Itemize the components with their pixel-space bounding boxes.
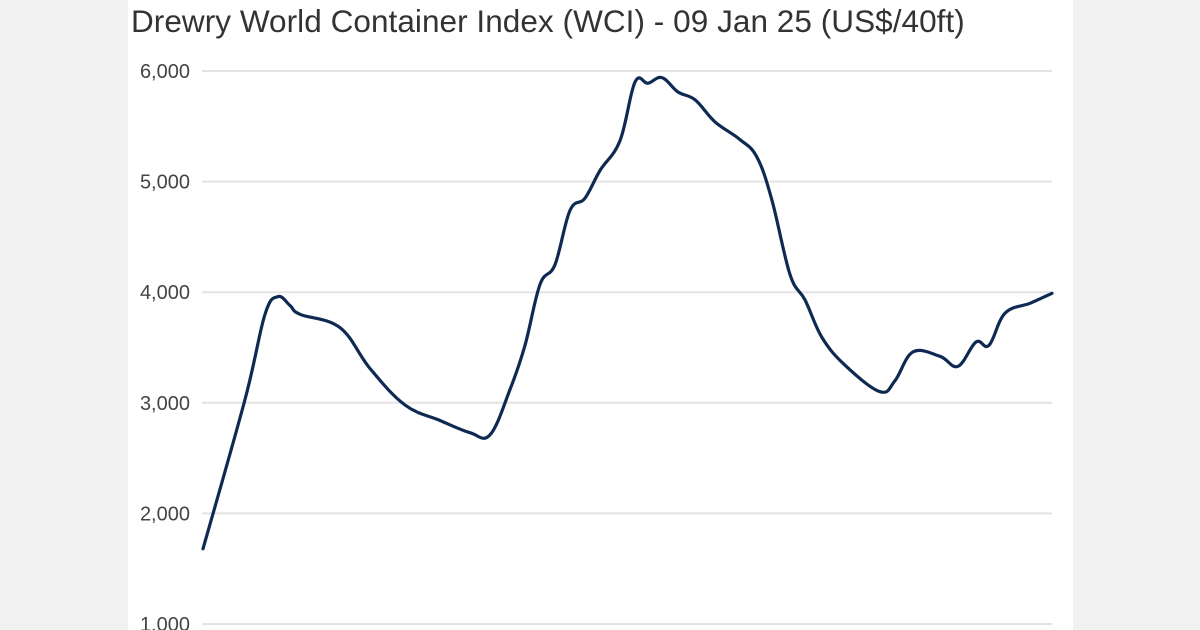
y-axis-labels: 6,000 5,000 4,000 3,000 2,000 1,000 xyxy=(140,61,190,630)
y-tick-label: 1,000 xyxy=(140,614,190,630)
y-tick-label: 6,000 xyxy=(140,61,190,83)
y-tick-label: 3,000 xyxy=(140,393,190,415)
y-tick-label: 5,000 xyxy=(140,172,190,194)
y-tick-label: 2,000 xyxy=(140,503,190,525)
chart-panel xyxy=(128,0,1073,630)
y-tick-label: 4,000 xyxy=(140,282,190,304)
wci-series-line xyxy=(201,75,1054,551)
chart-title: Drewry World Container Index (WCI) - 09 … xyxy=(131,3,965,39)
gridlines xyxy=(202,70,1052,625)
